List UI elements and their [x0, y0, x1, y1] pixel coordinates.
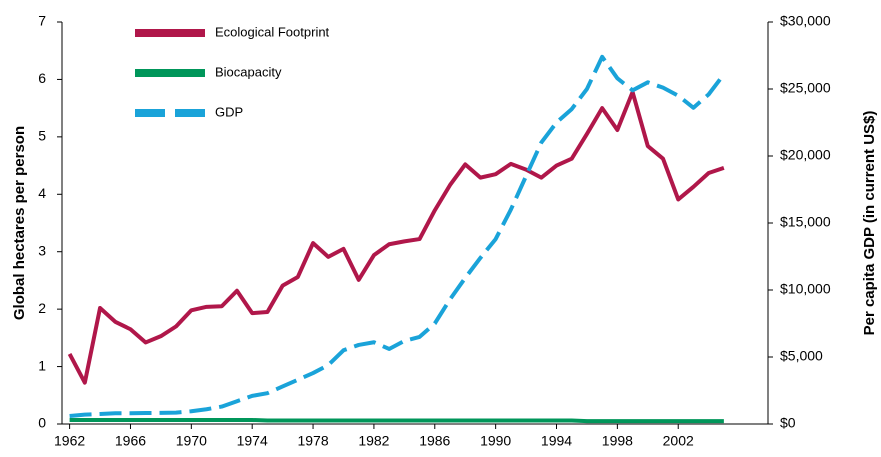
y2-axis-title: Per capita GDP (in current US$)	[861, 111, 878, 336]
y-tick-label: 1	[38, 357, 46, 373]
legend-label: GDP	[215, 104, 243, 119]
x-tick-label: 1986	[419, 433, 450, 449]
x-tick-label: 1978	[297, 433, 328, 449]
y-tick-label: 6	[38, 70, 46, 86]
y2-tick-label: $30,000	[780, 13, 831, 29]
y2-tick-label: $20,000	[780, 147, 831, 163]
x-tick-label: 1966	[115, 433, 146, 449]
y2-tick-label: $25,000	[780, 80, 831, 96]
y-tick-label: 2	[38, 300, 46, 316]
x-tick-label: 2002	[663, 433, 694, 449]
y2-tick-label: $10,000	[780, 281, 831, 297]
x-tick-label: 1998	[602, 433, 633, 449]
y-tick-label: 3	[38, 242, 46, 258]
y-tick-label: 4	[38, 185, 46, 201]
x-tick-label: 1962	[54, 433, 85, 449]
y-tick-label: 0	[38, 415, 46, 431]
series-line	[69, 54, 726, 418]
y-axis-title: Global hectares per person	[11, 126, 28, 320]
x-tick-label: 1982	[358, 433, 389, 449]
x-tick-label: 1990	[480, 433, 511, 449]
y2-tick-label: $5,000	[780, 348, 823, 364]
x-tick-label: 1974	[237, 433, 268, 449]
legend-label: Ecological Footprint	[215, 24, 330, 39]
y-tick-label: 5	[38, 128, 46, 144]
y-tick-label: 7	[38, 13, 46, 29]
x-tick-label: 1970	[176, 433, 207, 449]
y2-tick-label: $0	[780, 415, 796, 431]
legend-label: Biocapacity	[215, 64, 282, 79]
x-tick-label: 1994	[541, 433, 572, 449]
series-line	[69, 417, 724, 424]
y2-tick-label: $15,000	[780, 214, 831, 230]
series-line	[67, 90, 725, 385]
